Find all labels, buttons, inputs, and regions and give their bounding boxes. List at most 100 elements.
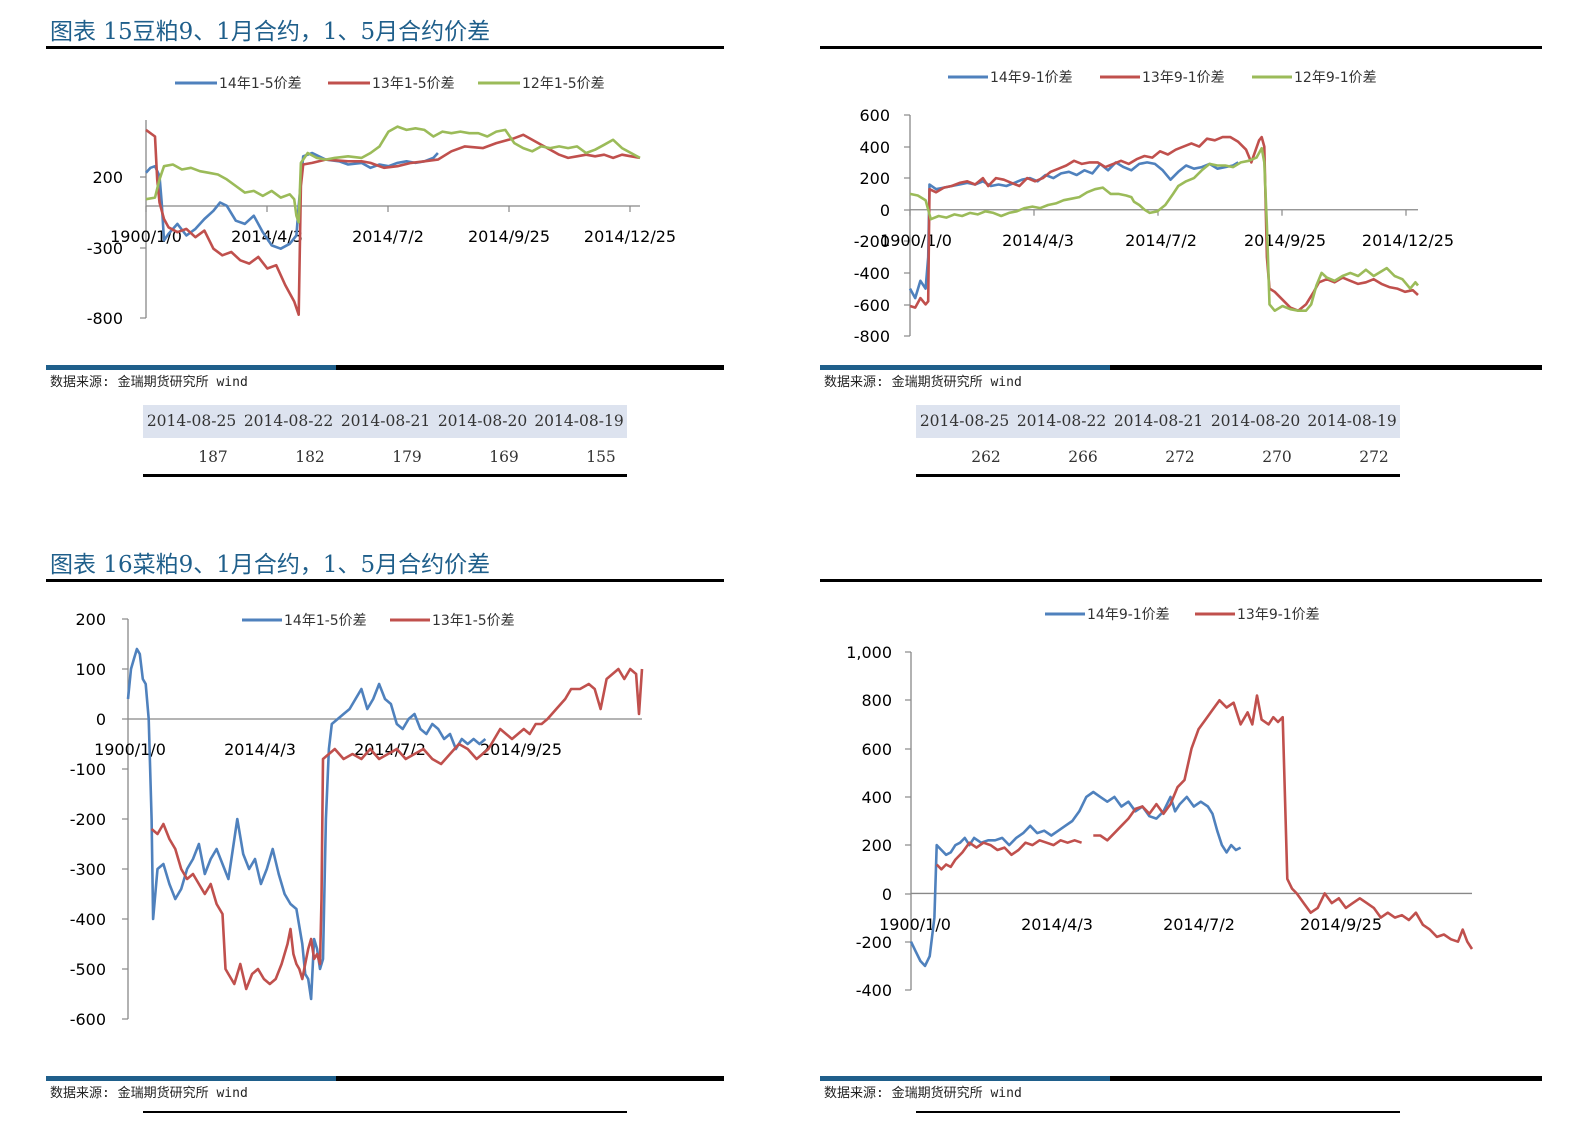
x-tick-label: 2014/9/25 — [1300, 915, 1382, 934]
x-tick-label: 2014/12/25 — [1362, 231, 1454, 250]
y-tick-label: 400 — [859, 138, 890, 157]
table-header-cell: 2014-08-25 — [919, 412, 1010, 430]
y-tick-label: 200 — [861, 836, 892, 855]
source-text-bottom-right: 数据来源: 金瑞期货研究所 wind — [824, 1086, 1022, 1101]
y-tick-label: -200 — [70, 810, 106, 829]
legend-label: 14年9-1价差 — [1087, 607, 1170, 623]
x-tick-label: 2014/12/25 — [584, 227, 676, 246]
y-tick-label: -300 — [70, 860, 106, 879]
table-header-cell: 2014-08-19 — [1307, 412, 1397, 430]
source-bar-top-left — [46, 365, 724, 370]
chart-title-top-left: 图表 15豆粕9、1月合约，1、5月合约价差 — [50, 19, 491, 45]
table-header-cell: 2014-08-21 — [340, 412, 431, 430]
table-value-cell: 182 — [295, 448, 325, 466]
x-tick-label: 2014/4/3 — [224, 740, 296, 759]
legend-label: 14年9-1价差 — [990, 70, 1073, 86]
table-header-cell: 2014-08-20 — [437, 412, 528, 430]
table-value-cell: 262 — [971, 448, 1001, 466]
y-tick-label: 100 — [75, 660, 106, 679]
title-rule-bottom-left — [46, 579, 724, 582]
x-tick-label: 2014/9/25 — [1244, 231, 1326, 250]
legend-label: 13年9-1价差 — [1237, 607, 1320, 623]
table-value-cell: 272 — [1165, 448, 1195, 466]
y-tick-label: 1,000 — [846, 643, 892, 662]
y-tick-label: -200 — [854, 232, 890, 251]
x-tick-label: 2014/7/2 — [1163, 915, 1235, 934]
y-tick-label: -600 — [854, 296, 890, 315]
y-tick-label: -100 — [70, 760, 106, 779]
source-text-top-left: 数据来源: 金瑞期货研究所 wind — [50, 375, 248, 390]
spread-table-right: 2014-08-25 2014-08-22 2014-08-21 2014-08… — [916, 405, 1400, 477]
table-header-cell: 2014-08-20 — [1210, 412, 1301, 430]
y-tick-label: 200 — [75, 610, 106, 629]
x-tick-label: 2014/7/2 — [1125, 231, 1197, 250]
table-header-cell: 2014-08-22 — [1016, 412, 1107, 430]
x-tick-label: 2014/9/25 — [480, 740, 562, 759]
table-value-cell: 187 — [198, 448, 228, 466]
y-tick-label: -500 — [70, 960, 106, 979]
x-tick-label: 1900/1/0 — [879, 915, 951, 934]
series-line-red — [150, 667, 644, 991]
x-tick-label: 1900/1/0 — [94, 740, 166, 759]
series-line-green — [909, 146, 1420, 312]
table-value-cell: 169 — [489, 448, 519, 466]
series-line-green — [145, 125, 641, 224]
legend-label: 13年9-1价差 — [1142, 70, 1225, 86]
table-value-cell: 270 — [1262, 448, 1292, 466]
y-tick-label: -300 — [87, 239, 123, 258]
series-line-blue — [126, 647, 487, 1001]
y-tick-label: -400 — [854, 264, 890, 283]
title-rule-top-left — [46, 46, 724, 49]
y-tick-label: 600 — [859, 106, 890, 125]
table-header-cell: 2014-08-22 — [243, 412, 334, 430]
x-tick-label: 2014/9/25 — [468, 227, 550, 246]
x-tick-label: 2014/7/2 — [354, 740, 426, 759]
chart-title-bottom-left: 图表 16菜粕9、1月合约，1、5月合约价差 — [50, 552, 491, 578]
table-header-cell: 2014-08-21 — [1113, 412, 1204, 430]
table-value-cell: 155 — [586, 448, 616, 466]
source-bar-bottom-left — [46, 1076, 724, 1081]
table-value-cell: 266 — [1068, 448, 1098, 466]
legend-label: 14年1-5价差 — [219, 76, 302, 92]
y-tick-label: 800 — [861, 691, 892, 710]
y-tick-label: -200 — [856, 933, 892, 952]
y-tick-label: 200 — [92, 168, 123, 187]
series-line-blue — [909, 790, 1242, 968]
y-tick-label: -400 — [70, 910, 106, 929]
y-tick-label: -600 — [70, 1010, 106, 1029]
source-text-top-right: 数据来源: 金瑞期货研究所 wind — [824, 375, 1022, 390]
title-rule-bottom-right — [820, 579, 1542, 582]
x-tick-label: 2014/7/2 — [352, 227, 424, 246]
bottom-line-left — [143, 1111, 627, 1113]
series-line-red — [145, 128, 641, 316]
series-line-blue — [145, 151, 439, 250]
table-value-cell: 179 — [392, 448, 422, 466]
source-bar-bottom-right — [820, 1076, 1542, 1081]
y-tick-label: 200 — [859, 169, 890, 188]
y-tick-label: 0 — [880, 201, 890, 220]
y-tick-label: -400 — [856, 981, 892, 1000]
table-header-cell: 2014-08-19 — [534, 412, 624, 430]
legend-label: 12年1-5价差 — [522, 76, 605, 92]
y-tick-label: -800 — [87, 309, 123, 328]
x-tick-label: 2014/4/3 — [1021, 915, 1093, 934]
series-line-red — [935, 694, 1474, 950]
spread-table-left: 2014-08-25 2014-08-22 2014-08-21 2014-08… — [143, 405, 627, 477]
source-bar-top-right — [820, 365, 1542, 370]
x-tick-label: 2014/4/3 — [1002, 231, 1074, 250]
y-tick-label: -800 — [854, 327, 890, 346]
y-tick-label: 0 — [882, 885, 892, 904]
legend-label: 14年1-5价差 — [284, 613, 367, 629]
y-tick-label: 600 — [861, 740, 892, 759]
table-value-cell: 272 — [1359, 448, 1389, 466]
series-line-red — [909, 135, 1419, 312]
source-text-bottom-left: 数据来源: 金瑞期货研究所 wind — [50, 1086, 248, 1101]
y-tick-label: 400 — [861, 788, 892, 807]
legend-label: 13年1-5价差 — [372, 76, 455, 92]
y-tick-label: 0 — [96, 710, 106, 729]
title-rule-top-right — [820, 46, 1542, 49]
